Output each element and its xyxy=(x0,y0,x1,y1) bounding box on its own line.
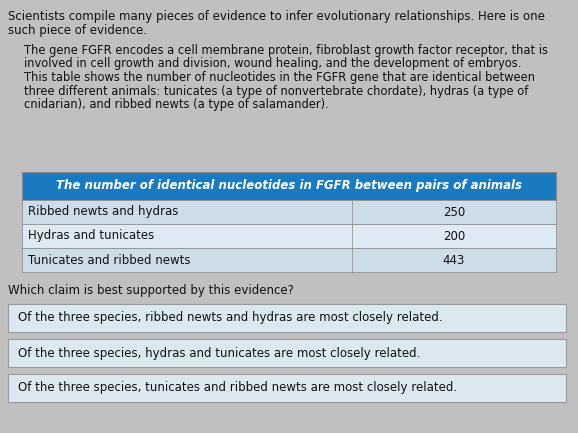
Text: Of the three species, ribbed newts and hydras are most closely related.: Of the three species, ribbed newts and h… xyxy=(18,311,443,324)
Bar xyxy=(22,224,556,248)
Bar xyxy=(22,248,556,272)
Text: Ribbed newts and hydras: Ribbed newts and hydras xyxy=(28,206,179,219)
Bar xyxy=(22,172,556,200)
Text: such piece of evidence.: such piece of evidence. xyxy=(8,24,147,37)
Text: three different animals: tunicates (a type of nonvertebrate chordate), hydras (a: three different animals: tunicates (a ty… xyxy=(24,84,528,97)
Text: Tunicates and ribbed newts: Tunicates and ribbed newts xyxy=(28,253,191,266)
Bar xyxy=(8,339,566,367)
Bar xyxy=(8,374,566,402)
Text: Scientists compile many pieces of evidence to infer evolutionary relationships. : Scientists compile many pieces of eviden… xyxy=(8,10,545,23)
Text: 250: 250 xyxy=(443,206,465,219)
Bar xyxy=(22,200,556,224)
Text: This table shows the number of nucleotides in the FGFR gene that are identical b: This table shows the number of nucleotid… xyxy=(24,71,535,84)
Text: Of the three species, hydras and tunicates are most closely related.: Of the three species, hydras and tunicat… xyxy=(18,346,420,359)
Text: 443: 443 xyxy=(443,253,465,266)
Bar xyxy=(8,304,566,332)
Text: involved in cell growth and division, wound healing, and the development of embr: involved in cell growth and division, wo… xyxy=(24,58,521,71)
Text: 200: 200 xyxy=(443,229,465,242)
Text: cnidarian), and ribbed newts (a type of salamander).: cnidarian), and ribbed newts (a type of … xyxy=(24,98,329,111)
Text: Hydras and tunicates: Hydras and tunicates xyxy=(28,229,154,242)
Text: Which claim is best supported by this evidence?: Which claim is best supported by this ev… xyxy=(8,284,294,297)
Text: The gene FGFR encodes a cell membrane protein, fibroblast growth factor receptor: The gene FGFR encodes a cell membrane pr… xyxy=(24,44,548,57)
Text: The number of identical nucleotides in FGFR between pairs of animals: The number of identical nucleotides in F… xyxy=(56,180,522,193)
Text: Of the three species, tunicates and ribbed newts are most closely related.: Of the three species, tunicates and ribb… xyxy=(18,381,457,394)
